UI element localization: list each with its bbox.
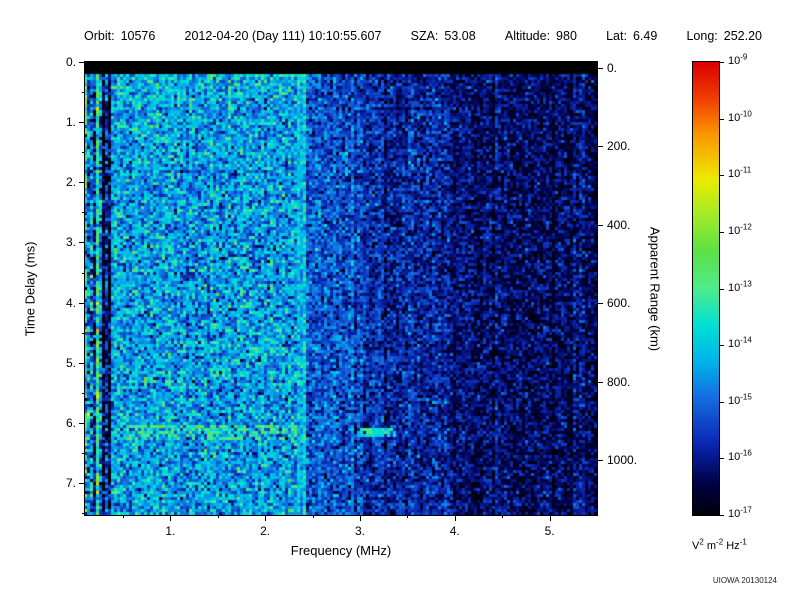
y-minor-tick bbox=[82, 332, 85, 334]
y-tick bbox=[79, 62, 85, 63]
range-tick-label: 600. bbox=[607, 296, 631, 311]
colorbar-tick-label: 10-12 bbox=[728, 222, 752, 237]
colorbar-tick bbox=[720, 231, 724, 233]
sza-value: 53.08 bbox=[444, 29, 476, 43]
long-value: 252.20 bbox=[723, 29, 762, 43]
range-tick-label: 0. bbox=[607, 61, 618, 75]
spectrogram-canvas bbox=[85, 62, 597, 515]
y-tick bbox=[79, 122, 85, 124]
colorbar-tick bbox=[720, 345, 724, 347]
x-tick-label: 5. bbox=[544, 524, 555, 538]
lat-field: Lat: 6.49 bbox=[606, 29, 657, 43]
y-minor-tick bbox=[82, 272, 85, 274]
y-minor-tick bbox=[82, 392, 85, 394]
long-field: Long: 252.20 bbox=[686, 29, 762, 43]
y-tick-label: 4. bbox=[65, 295, 76, 310]
colorbar-tick bbox=[720, 175, 724, 177]
x-tick-label: 3. bbox=[354, 524, 365, 538]
sza-field: SZA: 53.08 bbox=[411, 29, 476, 43]
x-tick-label: 4. bbox=[449, 524, 460, 538]
x-minor-tick bbox=[122, 515, 124, 518]
y-tick-label: 2. bbox=[65, 175, 76, 190]
credit-text: UIOWA 20130124 bbox=[712, 576, 777, 585]
datetime-field: 2012-04-20 (Day 111) 10:10:55.607 bbox=[185, 29, 382, 43]
x-minor-tick bbox=[502, 515, 504, 518]
colorbar-tick-label: 10-17 bbox=[728, 505, 752, 520]
header-info: Orbit: 10576 2012-04-20 (Day 111) 10:10:… bbox=[84, 29, 762, 43]
altitude-label: Altitude: bbox=[504, 29, 551, 43]
range-tick bbox=[597, 68, 603, 69]
orbit-value: 10576 bbox=[120, 29, 156, 43]
y-minor-tick bbox=[82, 212, 85, 214]
range-tick bbox=[597, 381, 603, 383]
colorbar-tick bbox=[720, 288, 724, 290]
colorbar-tick-label: 10-13 bbox=[728, 278, 752, 294]
altitude-value: 980 bbox=[556, 29, 577, 43]
colorbar-tick bbox=[720, 62, 724, 63]
y-minor-tick bbox=[82, 152, 85, 154]
y-minor-tick bbox=[82, 92, 85, 94]
range-tick bbox=[597, 224, 603, 226]
y-tick bbox=[79, 182, 85, 184]
colorbar-gradient bbox=[693, 62, 719, 515]
colorbar-tick-label: 10-14 bbox=[728, 335, 752, 351]
datetime-value: 2012-04-20 (Day 111) 10:10:55.607 bbox=[184, 29, 382, 43]
y-minor-tick bbox=[82, 513, 85, 515]
x-tick bbox=[549, 515, 551, 521]
altitude-field: Altitude: 980 bbox=[505, 29, 577, 43]
colorbar-tick bbox=[720, 515, 724, 516]
y-tick-label: 6. bbox=[65, 415, 76, 430]
lat-value: 6.49 bbox=[632, 29, 658, 43]
sza-label: SZA: bbox=[410, 29, 439, 43]
colorbar-tick bbox=[720, 401, 724, 403]
range-tick bbox=[597, 146, 603, 148]
y-axis-title-apparent-range: Apparent Range (km) bbox=[647, 226, 663, 352]
x-minor-tick bbox=[407, 515, 409, 518]
range-tick-label: 200. bbox=[607, 139, 631, 154]
colorbar-tick-label: 10-16 bbox=[728, 448, 752, 464]
y-axis-title-time-delay: Time Delay (ms) bbox=[22, 241, 38, 337]
y-tick-label: 3. bbox=[65, 235, 76, 250]
y-tick-label: 1. bbox=[65, 115, 76, 130]
y-tick bbox=[79, 302, 85, 304]
x-minor-tick bbox=[312, 515, 314, 518]
x-tick bbox=[359, 515, 361, 521]
range-tick-label: 1000. bbox=[607, 453, 638, 467]
x-axis-title-frequency: Frequency (MHz) bbox=[290, 543, 392, 558]
lat-label: Lat: bbox=[606, 29, 627, 43]
orbit-label: Orbit: bbox=[84, 29, 115, 43]
x-tick-label: 2. bbox=[260, 524, 271, 538]
y-tick bbox=[79, 242, 85, 244]
y-tick bbox=[79, 422, 85, 424]
colorbar bbox=[692, 61, 720, 516]
y-tick bbox=[79, 362, 85, 364]
orbit-field: Orbit: 10576 bbox=[84, 29, 155, 43]
colorbar-tick bbox=[720, 458, 724, 460]
y-tick bbox=[79, 483, 85, 485]
colorbar-tick-label: 10-15 bbox=[728, 392, 752, 407]
range-tick bbox=[597, 303, 603, 305]
colorbar-units-label: V2 m-2 Hz-1 bbox=[692, 537, 747, 552]
colorbar-tick-label: 10-9 bbox=[728, 52, 748, 67]
colorbar-tick-label: 10-11 bbox=[728, 165, 752, 181]
y-minor-tick bbox=[82, 453, 85, 455]
y-tick-label: 0. bbox=[65, 55, 76, 69]
x-minor-tick bbox=[217, 515, 219, 518]
x-tick bbox=[170, 515, 172, 521]
x-tick bbox=[454, 515, 456, 521]
range-tick-label: 400. bbox=[607, 217, 631, 232]
colorbar-tick bbox=[720, 118, 724, 120]
x-tick-label: 1. bbox=[165, 524, 176, 538]
x-tick bbox=[265, 515, 267, 521]
range-tick-label: 800. bbox=[607, 374, 631, 389]
range-tick bbox=[597, 460, 603, 461]
colorbar-tick-label: 10-10 bbox=[728, 108, 752, 124]
y-tick-label: 7. bbox=[65, 476, 76, 491]
long-label: Long: bbox=[686, 29, 718, 43]
y-tick-label: 5. bbox=[65, 355, 76, 370]
